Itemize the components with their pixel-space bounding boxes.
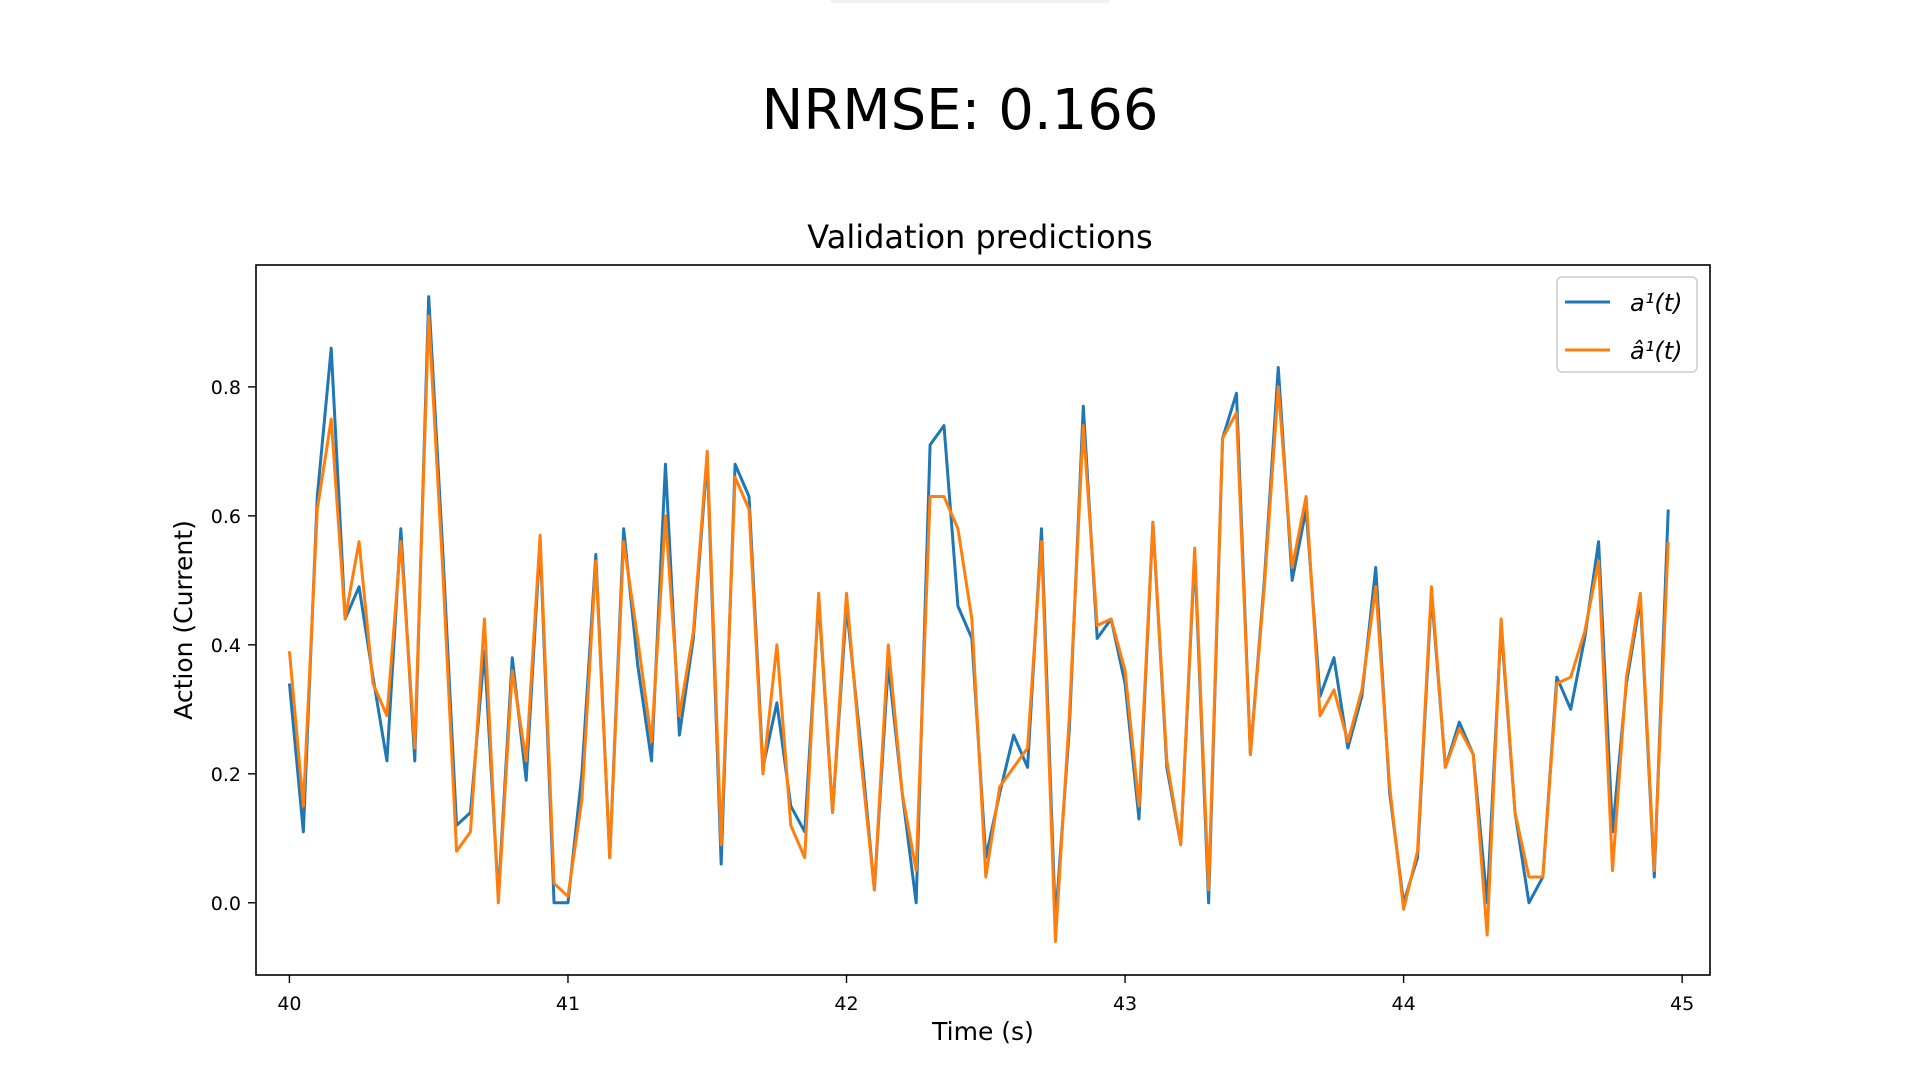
axis-ticks: 40 41 42 43 44 45 0.0 0.2 0.4 0.6 0.8 xyxy=(211,377,1694,1015)
y-tick-label: 0.4 xyxy=(211,635,241,657)
chart-legend: a¹(t) â¹(t) xyxy=(1556,276,1698,373)
x-tick-label: 40 xyxy=(277,993,301,1015)
x-tick-label: 43 xyxy=(1113,993,1137,1015)
page-title: NRMSE: 0.166 xyxy=(761,78,1159,143)
legend-label-a1: a¹(t) xyxy=(1630,289,1682,317)
window-top-edge xyxy=(830,0,1110,3)
y-tick-label: 0.6 xyxy=(211,506,241,528)
y-tick-label: 0.8 xyxy=(211,377,241,399)
x-tick-label: 45 xyxy=(1670,993,1694,1015)
chart-title: Validation predictions xyxy=(807,218,1152,256)
x-axis-label: Time (s) xyxy=(931,1017,1034,1046)
y-axis-label: Action (Current) xyxy=(169,520,198,720)
series-line-a1 xyxy=(287,295,1670,924)
series-line-a1-hat xyxy=(287,314,1670,943)
series-layer xyxy=(287,295,1670,943)
plot-area-frame xyxy=(255,264,1711,976)
legend-label-a1-hat: â¹(t) xyxy=(1630,337,1682,365)
y-tick-label: 0.0 xyxy=(211,893,241,915)
x-tick-label: 42 xyxy=(834,993,858,1015)
y-tick-label: 0.2 xyxy=(211,764,241,786)
x-tick-label: 41 xyxy=(556,993,580,1015)
x-tick-label: 44 xyxy=(1392,993,1416,1015)
